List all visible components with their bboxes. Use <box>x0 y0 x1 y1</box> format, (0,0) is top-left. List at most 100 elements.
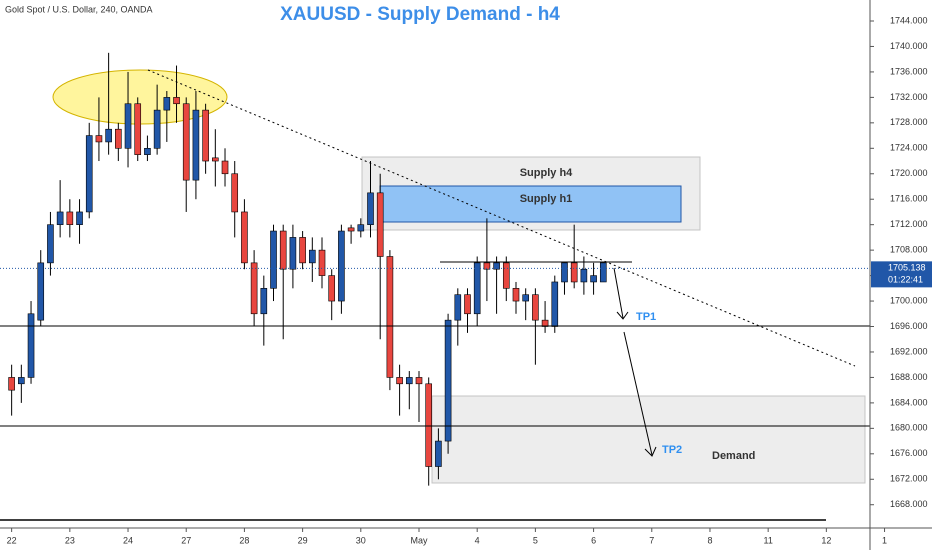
candle-body <box>444 319 452 442</box>
candle-body <box>231 173 239 213</box>
x-tick-label: 27 <box>181 535 191 545</box>
y-tick-label: 1716.000 <box>890 194 928 204</box>
candle-body <box>279 230 287 270</box>
candle-body <box>241 211 248 264</box>
candle-body <box>502 262 510 289</box>
y-tick-label: 1680.000 <box>890 423 928 433</box>
candle-body <box>173 97 180 105</box>
candle-body <box>163 97 171 111</box>
last-price-label: 1705.138 <box>888 263 926 273</box>
candle-body <box>367 192 374 225</box>
candle-body <box>590 275 597 283</box>
symbol-info: Gold Spot / U.S. Dollar, 240, OANDA <box>5 4 153 14</box>
arrow <box>613 267 624 319</box>
candle-body <box>454 294 462 321</box>
y-tick-label: 1672.000 <box>890 474 928 484</box>
x-tick-label: 30 <box>356 535 366 545</box>
candle-body <box>396 377 403 385</box>
candle-body <box>66 211 74 225</box>
y-tick-label: 1688.000 <box>890 372 928 382</box>
candle-body <box>532 294 539 321</box>
candle-body <box>250 262 258 315</box>
candle-body <box>37 262 45 321</box>
candle-body <box>580 268 588 283</box>
x-tick-label: 1 <box>882 535 887 545</box>
zone-label: Supply h1 <box>520 193 573 205</box>
candle-body <box>144 147 151 155</box>
supply-h1-zone <box>379 185 682 223</box>
x-tick-label: 5 <box>533 535 538 545</box>
candle-body <box>270 230 277 289</box>
x-tick-label: May <box>410 535 428 545</box>
candle-body <box>347 227 355 232</box>
y-tick-label: 1744.000 <box>890 15 928 25</box>
x-tick-label: 11 <box>763 535 772 545</box>
candle-body <box>134 103 142 155</box>
candle-body <box>289 237 297 270</box>
y-tick-label: 1732.000 <box>890 92 928 102</box>
x-tick-label: 22 <box>7 535 17 545</box>
zone-label: Supply h4 <box>520 167 573 179</box>
y-tick-label: 1668.000 <box>890 499 928 509</box>
countdown-label: 01:22:41 <box>888 275 923 285</box>
candle-body <box>318 249 326 276</box>
zone-label: Demand <box>712 450 755 462</box>
candle-body <box>405 377 413 385</box>
candle-body <box>561 262 568 283</box>
candle-body <box>56 211 64 225</box>
arrow-head <box>644 446 657 457</box>
y-tick-label: 1720.000 <box>890 168 928 178</box>
candle-body <box>115 128 122 149</box>
x-tick-label: 7 <box>649 535 654 545</box>
candle-body <box>153 109 161 149</box>
x-tick-label: 6 <box>591 535 596 545</box>
y-tick-label: 1700.000 <box>890 295 928 305</box>
candle-body <box>47 224 54 264</box>
candle-body <box>570 262 578 283</box>
x-tick-label: 12 <box>821 535 831 545</box>
candle-body <box>541 319 549 327</box>
candle-body <box>512 288 520 302</box>
y-tick-label: 1676.000 <box>890 448 928 458</box>
candle-body <box>124 103 132 149</box>
candle-body <box>483 262 491 270</box>
candle-body <box>182 103 190 181</box>
arrow-head <box>616 311 629 320</box>
y-tick-label: 1696.000 <box>890 321 928 331</box>
candle-body <box>76 211 83 225</box>
candle-body <box>95 135 103 143</box>
target-label: TP2 <box>662 444 682 456</box>
y-tick-label: 1728.000 <box>890 117 928 127</box>
candle-body <box>338 230 345 302</box>
candle-body <box>386 256 394 378</box>
x-tick-label: 28 <box>239 535 249 545</box>
candle-body <box>473 262 481 315</box>
candle-body <box>599 262 607 283</box>
x-tick-label: 8 <box>707 535 712 545</box>
candle-body <box>551 281 559 327</box>
x-tick-label: 24 <box>123 535 133 545</box>
candle-body <box>376 192 384 257</box>
x-tick-label: 23 <box>65 535 75 545</box>
y-tick-label: 1684.000 <box>890 397 928 407</box>
candle-body <box>260 288 268 315</box>
arrow <box>623 331 653 456</box>
candle-body <box>493 262 500 270</box>
candle-body <box>328 275 336 302</box>
y-tick-label: 1708.000 <box>890 245 928 255</box>
y-tick-label: 1724.000 <box>890 143 928 153</box>
candle-body <box>202 109 209 162</box>
candle-body <box>425 383 433 467</box>
candle-body <box>192 109 200 181</box>
candle-body <box>435 440 442 467</box>
candle-body <box>309 249 316 264</box>
candle-body <box>105 128 112 143</box>
candle-body <box>415 377 423 385</box>
candle-body <box>464 294 471 315</box>
x-tick-label: 4 <box>475 535 480 545</box>
last-price-tag <box>871 261 932 288</box>
candle-body <box>85 135 93 213</box>
candle-body <box>27 313 35 378</box>
